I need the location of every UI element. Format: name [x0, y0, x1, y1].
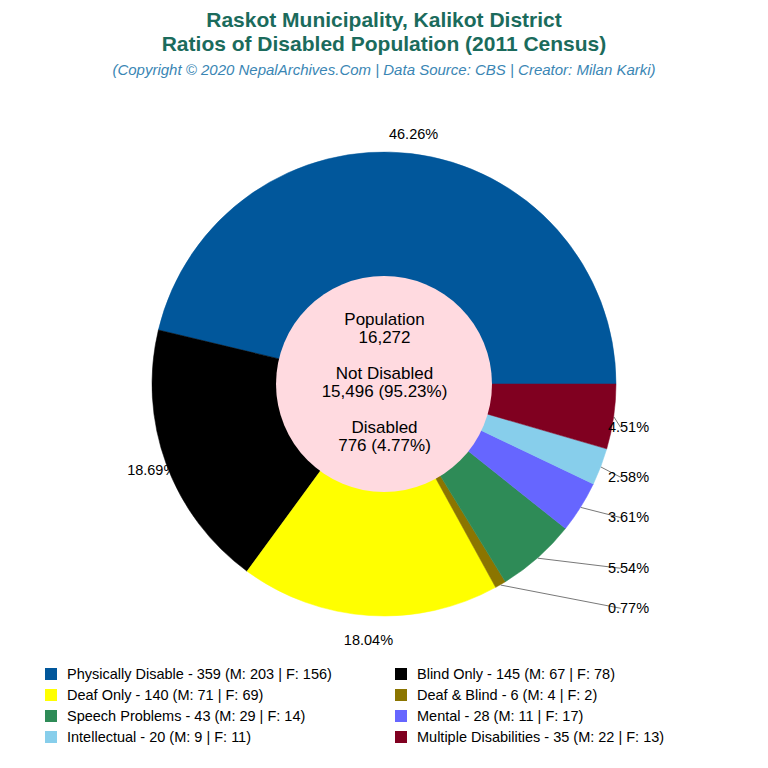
html-text:Physically Disable - 359 (M: 2: Physically Disable - 359 (M: 203 | F: 15…: [67, 665, 332, 682]
svg-text:Population: Population: [344, 310, 424, 329]
html-text:Deaf & Blind - 6 (M: 4 | F: 2): Deaf & Blind - 6 (M: 4 | F: 2): [417, 686, 598, 703]
html-text:Raskot Municipality, Kalikot D: Raskot Municipality, Kalikot District: [206, 8, 562, 31]
svg-text:18.69%: 18.69%: [127, 462, 176, 478]
html-text:Ratios of Disabled Population: Ratios of Disabled Population (2011 Cens…: [161, 32, 607, 55]
svg-text:Not Disabled: Not Disabled: [336, 364, 433, 383]
html-text:Deaf Only - 140 (M: 71 | F: 69: Deaf Only - 140 (M: 71 | F: 69): [67, 686, 264, 703]
html-text:Blind Only - 145 (M: 67 | F: 7: Blind Only - 145 (M: 67 | F: 78): [417, 665, 615, 682]
html-text:Speech Problems - 43 (M: 29 |: Speech Problems - 43 (M: 29 | F: 14): [67, 707, 306, 724]
svg-text:4.51%: 4.51%: [608, 419, 649, 435]
svg-text:46.26%: 46.26%: [389, 126, 438, 142]
svg-text:0.77%: 0.77%: [608, 600, 649, 616]
html-text:Mental - 28 (M: 11 | F: 17): Mental - 28 (M: 11 | F: 17): [417, 707, 584, 724]
svg-text:Disabled: Disabled: [351, 418, 417, 437]
html-text:(Copyright © 2020 NepalArchive: (Copyright © 2020 NepalArchives.Com | Da…: [112, 61, 656, 78]
svg-text:15,496 (95.23%): 15,496 (95.23%): [322, 382, 448, 401]
svg-text:3.61%: 3.61%: [608, 509, 649, 525]
html-text:Multiple Disabilities - 35 (M:: Multiple Disabilities - 35 (M: 22 | F: 1…: [417, 728, 665, 745]
svg-text:16,272: 16,272: [359, 328, 411, 347]
svg-text:5.54%: 5.54%: [608, 560, 649, 576]
svg-text:2.58%: 2.58%: [608, 469, 649, 485]
svg-text:776 (4.77%): 776 (4.77%): [338, 436, 431, 455]
html-text:Intellectual - 20 (M: 9 | F: 1: Intellectual - 20 (M: 9 | F: 11): [67, 728, 251, 745]
svg-text:18.04%: 18.04%: [344, 632, 393, 648]
